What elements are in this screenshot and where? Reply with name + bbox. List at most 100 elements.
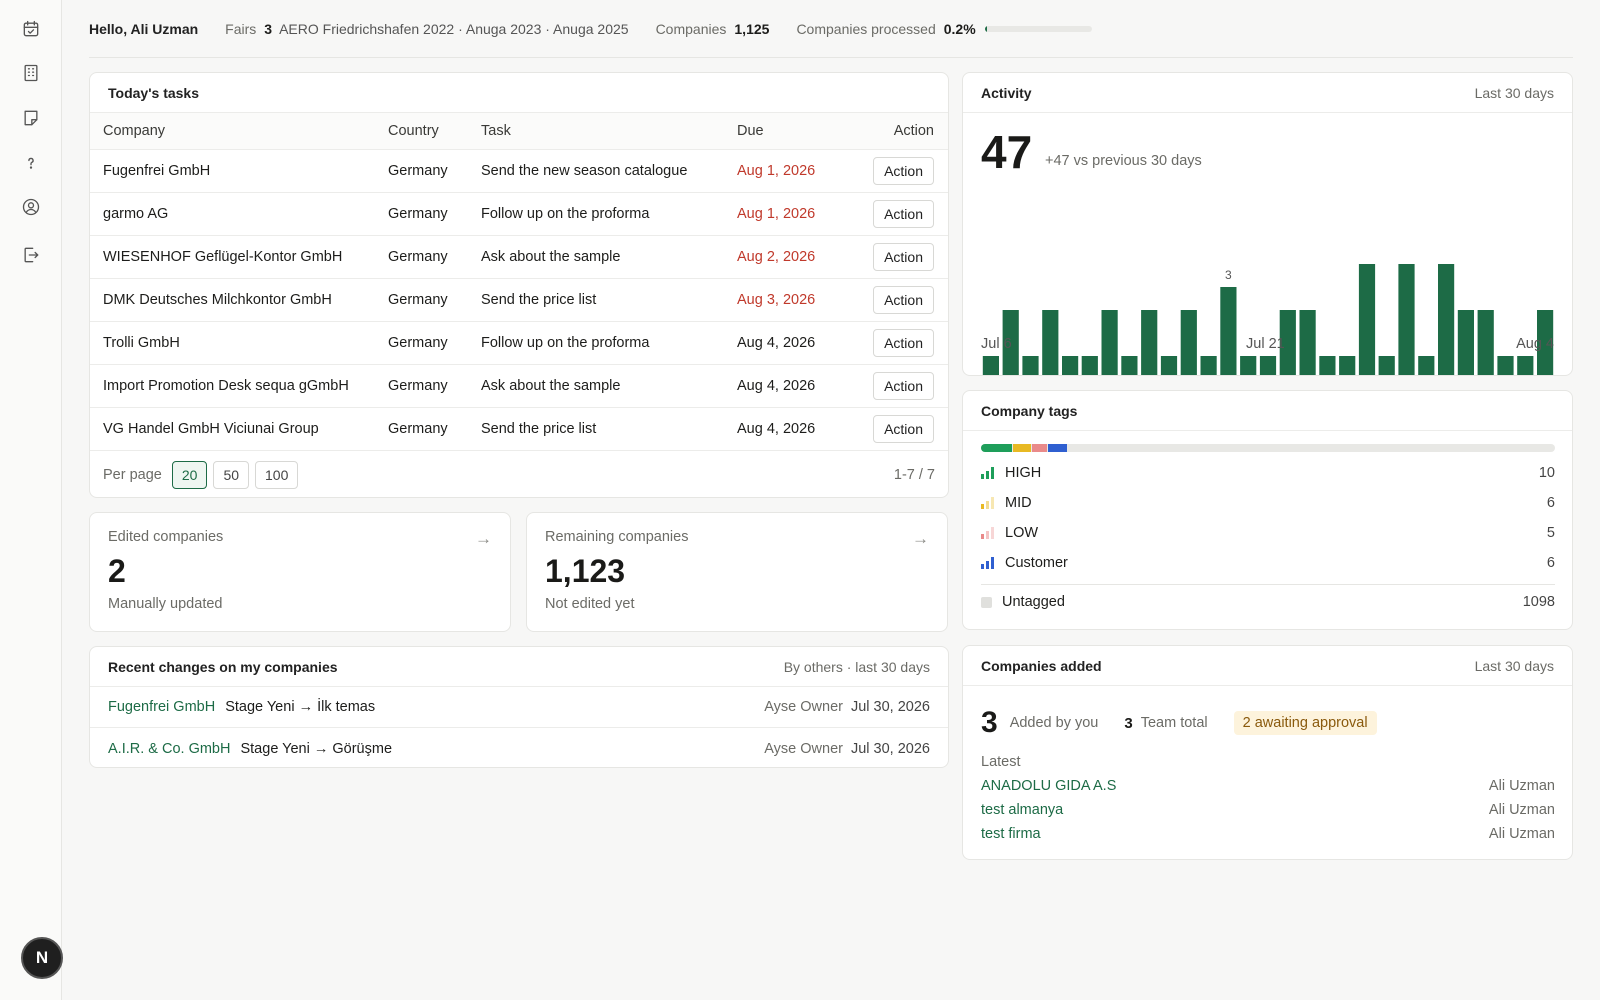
logout-icon[interactable] [19, 243, 43, 267]
activity-bar[interactable] [1121, 356, 1138, 376]
activity-bar[interactable] [982, 356, 999, 376]
activity-bar[interactable] [1497, 356, 1514, 376]
per-page-50[interactable]: 50 [213, 461, 250, 489]
task-due-date: Aug 1, 2026 [737, 206, 816, 222]
tags-title: Company tags [981, 402, 1078, 419]
app-badge[interactable]: N [21, 937, 63, 979]
activity-bar[interactable] [1160, 356, 1178, 376]
activity-bar[interactable] [1240, 356, 1257, 376]
untagged-swatch [981, 596, 992, 608]
tag-row-low[interactable]: LOW 5 [981, 525, 1555, 541]
task-company[interactable]: Trolli GmbH [103, 335, 180, 351]
task-action-button[interactable]: Action [873, 329, 934, 357]
activity-bar[interactable] [1299, 310, 1316, 376]
awaiting-approval-badge[interactable]: 2 awaiting approval [1233, 711, 1377, 735]
task-action-button[interactable]: Action [873, 243, 934, 271]
task-due-date: Aug 4, 2026 [737, 378, 816, 394]
task-company[interactable]: Fugenfrei GmbH [103, 163, 211, 179]
activity-bar[interactable] [1339, 356, 1356, 376]
untagged-label: Untagged [1002, 594, 1065, 610]
activity-bar-chart: 3 [982, 264, 1554, 376]
recent-title: Recent changes on my companies [108, 658, 338, 675]
recent-list: Fugenfrei GmbH Stage Yeni → İlk temas Ayse… [90, 687, 948, 767]
activity-bar[interactable] [1081, 356, 1098, 376]
activity-bar[interactable] [1457, 310, 1474, 376]
tag-segment-high [981, 444, 1012, 452]
activity-bar[interactable] [1358, 264, 1376, 376]
recent-company-link[interactable]: A.I.R. & Co. GmbH [108, 740, 231, 757]
remaining-companies-card[interactable]: Remaining companies → 1,123 Not edited y… [526, 512, 948, 632]
latest-company-link[interactable]: ANADOLU GIDA A.S [981, 778, 1117, 794]
task-company[interactable]: VG Handel GmbH Viciunai Group [103, 421, 319, 437]
activity-bar[interactable] [1517, 356, 1534, 376]
task-country: Germany [388, 292, 448, 308]
task-description: Send the new season catalogue [481, 163, 688, 179]
activity-bar[interactable] [1319, 356, 1336, 376]
task-action-button[interactable]: Action [873, 200, 934, 228]
x-label-mid: Jul 21 [1246, 336, 1285, 352]
latest-label: Latest [981, 754, 1021, 770]
activity-total: 47 [981, 126, 1033, 178]
per-page-label: Per page [103, 467, 162, 483]
calendar-check-icon[interactable] [19, 17, 43, 41]
activity-bar[interactable] [1378, 356, 1395, 376]
task-description: Ask about the sample [481, 249, 621, 265]
list-item: A.I.R. & Co. GmbH Stage Yeni → Görüşme Ays… [90, 728, 948, 767]
remaining-note: Not edited yet [545, 596, 635, 612]
arrow-right-icon[interactable]: → [912, 529, 929, 548]
task-action-button[interactable]: Action [873, 157, 934, 185]
task-company[interactable]: Import Promotion Desk sequa gGmbH [103, 378, 349, 394]
activity-bar[interactable] [1002, 310, 1019, 376]
top-bar: Hello, Ali Uzman Fairs 3 AERO Friedrichs… [89, 0, 1573, 58]
col-company: Company [103, 123, 166, 139]
activity-bar[interactable] [1537, 310, 1554, 376]
task-description: Send the price list [481, 292, 597, 308]
activity-bar[interactable] [1477, 310, 1494, 376]
tag-row-customer[interactable]: Customer 6 [981, 555, 1555, 571]
activity-bar[interactable] [1042, 310, 1059, 376]
task-description: Send the price list [481, 421, 597, 437]
task-action-button[interactable]: Action [873, 415, 934, 443]
activity-bar[interactable] [1259, 356, 1277, 376]
task-company[interactable]: garmo AG [103, 206, 169, 222]
task-company[interactable]: DMK Deutsches Milchkontor GmbH [103, 292, 332, 308]
building-icon[interactable] [19, 61, 43, 85]
activity-bar[interactable] [1279, 310, 1296, 376]
note-icon[interactable] [19, 106, 43, 130]
activity-bar[interactable] [1101, 310, 1118, 376]
latest-company-link[interactable]: test firma [981, 826, 1041, 842]
task-due-date: Aug 1, 2026 [737, 163, 816, 179]
arrow-right-icon[interactable]: → [475, 529, 492, 548]
tasks-pagination: Per page 20 50 100 1-7 / 7 [90, 451, 948, 497]
task-country: Germany [388, 163, 448, 179]
tag-row-untagged: Untagged 1098 [981, 594, 1555, 610]
help-icon[interactable] [19, 151, 43, 175]
activity-bar[interactable] [1141, 310, 1158, 376]
activity-bar[interactable] [1200, 356, 1217, 376]
task-action-button[interactable]: Action [873, 372, 934, 400]
task-country: Germany [388, 378, 448, 394]
activity-bar[interactable] [1220, 287, 1237, 376]
latest-added-by: Ali Uzman [1488, 802, 1555, 818]
task-company[interactable]: WIESENHOF Geflügel-Kontor GmbH [103, 249, 343, 265]
latest-company-link[interactable]: test almanya [981, 802, 1064, 818]
edited-companies-card[interactable]: Edited companies → 2 Manually updated [89, 512, 511, 632]
tasks-title: Today's tasks [108, 84, 199, 101]
added-title: Companies added [981, 657, 1102, 674]
tag-count: 5 [1546, 525, 1555, 541]
team-total-count: 3 [1124, 714, 1133, 732]
activity-bar[interactable] [1180, 310, 1197, 376]
per-page-20[interactable]: 20 [171, 461, 208, 489]
activity-bar[interactable] [1022, 356, 1039, 376]
activity-bar[interactable] [1398, 264, 1415, 376]
activity-bar[interactable] [1062, 356, 1079, 376]
user-circle-icon[interactable] [19, 195, 43, 219]
activity-bar[interactable] [1438, 264, 1455, 376]
per-page-100[interactable]: 100 [255, 461, 299, 489]
tag-row-mid[interactable]: MID 6 [981, 495, 1555, 511]
tag-row-high[interactable]: HIGH 10 [981, 465, 1555, 481]
activity-card: Activity Last 30 days 47 +47 vs previous… [962, 72, 1573, 376]
activity-bar[interactable] [1418, 356, 1435, 376]
recent-company-link[interactable]: Fugenfrei GmbH [108, 699, 216, 715]
task-action-button[interactable]: Action [873, 286, 934, 314]
